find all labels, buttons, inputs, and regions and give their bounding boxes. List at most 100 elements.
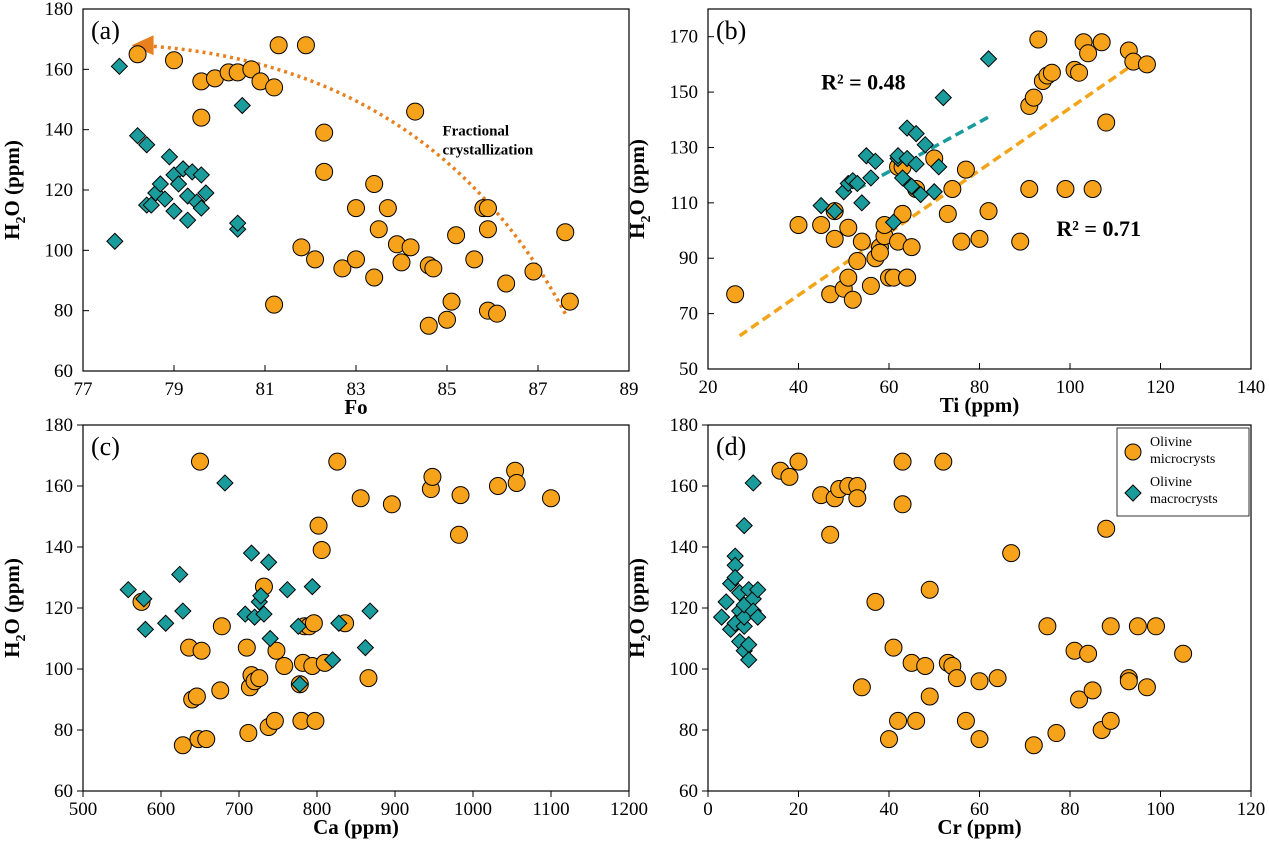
panel-label: (a) bbox=[91, 16, 120, 45]
macrocryst-series bbox=[812, 50, 998, 231]
microcryst-point bbox=[1101, 711, 1120, 730]
x-tick-label: 40 bbox=[880, 799, 899, 820]
microcryst-point bbox=[920, 580, 939, 599]
microcryst-point bbox=[191, 452, 209, 471]
macrocryst-point bbox=[169, 175, 188, 193]
annotation-line: Fractional bbox=[442, 124, 509, 140]
microcryst-point bbox=[821, 525, 840, 544]
annotation-label: Fractional crystallization bbox=[442, 124, 533, 159]
microcryst-point bbox=[296, 36, 315, 55]
microcryst-point bbox=[306, 711, 325, 730]
macrocryst-point bbox=[744, 474, 762, 492]
y-tick-label: 100 bbox=[670, 659, 699, 680]
microcryst-point bbox=[1174, 644, 1193, 663]
microcryst-point bbox=[825, 229, 844, 248]
microcryst-point bbox=[988, 669, 1007, 688]
x-axis-title: Ca (ppm) bbox=[313, 815, 399, 839]
microcryst-point bbox=[947, 669, 966, 688]
microcryst-point bbox=[250, 669, 269, 688]
x-tick-label: 80 bbox=[970, 377, 989, 398]
macrocryst-point bbox=[119, 580, 137, 599]
macrocryst-point bbox=[136, 620, 155, 639]
microcryst-point bbox=[839, 218, 858, 237]
microcryst-point bbox=[934, 452, 953, 471]
y-tick-label: 160 bbox=[45, 59, 74, 80]
legend-line: Olivine bbox=[1150, 475, 1192, 490]
x-tick-label: 80 bbox=[1061, 799, 1080, 820]
arrow-head bbox=[131, 35, 154, 56]
macrocryst-point bbox=[174, 602, 192, 620]
panel-c: 500 600 700 800 900 1000 1100 1200 60 80 100 120 140… bbox=[0, 415, 648, 839]
macrocryst-point bbox=[330, 614, 348, 632]
macrocryst-point bbox=[197, 184, 215, 202]
microcryst-point bbox=[507, 473, 526, 492]
microcryst-point bbox=[1137, 678, 1156, 697]
microcryst-point bbox=[848, 252, 867, 270]
y-tick-label: 120 bbox=[45, 598, 74, 619]
macrocryst-point bbox=[893, 169, 912, 187]
macrocryst-point bbox=[156, 190, 174, 208]
microcryst-point bbox=[970, 672, 989, 691]
microcryst-point bbox=[212, 617, 231, 636]
microcryst-point bbox=[192, 108, 211, 127]
microcryst-point bbox=[880, 730, 898, 749]
microcryst-point bbox=[265, 295, 284, 314]
macrocryst-point bbox=[291, 675, 309, 693]
microcryst-point bbox=[488, 477, 507, 495]
microcryst-point bbox=[1079, 644, 1098, 663]
microcryst-point bbox=[1070, 690, 1089, 709]
microcryst-point bbox=[893, 495, 912, 514]
microcryst-point bbox=[920, 687, 939, 706]
microcryst-point bbox=[465, 250, 484, 269]
microcryst-series bbox=[771, 452, 1193, 755]
macrocryst-point bbox=[712, 608, 731, 626]
microcryst-point bbox=[173, 736, 192, 755]
y-axis-title: H2O (ppm) bbox=[625, 558, 654, 658]
macrocryst-series bbox=[119, 474, 379, 693]
macrocryst-point bbox=[252, 587, 270, 605]
y-tick-label: 80 bbox=[54, 301, 73, 322]
y-tick-label: 160 bbox=[45, 476, 74, 497]
microcryst-point bbox=[382, 495, 401, 514]
macrocryst-point bbox=[825, 202, 844, 220]
macrocryst-series bbox=[106, 57, 251, 250]
panel-b: 20 40 60 80 100 120 140 50 70 90 110 130 150 170 (b) Ti… bbox=[625, 8, 1265, 417]
macrocryst-point bbox=[812, 196, 830, 215]
y-axis-title-sub: 2 bbox=[639, 635, 654, 642]
microcryst-point bbox=[1097, 519, 1116, 538]
macrocryst-point bbox=[848, 174, 867, 193]
microcryst-point bbox=[560, 292, 579, 311]
microcryst-point bbox=[943, 180, 962, 198]
legend-micro-label: Olivine microcrysts bbox=[1150, 435, 1215, 467]
microcryst-point bbox=[378, 199, 397, 218]
microcryst-point bbox=[1119, 672, 1138, 691]
x-tick-label: 120 bbox=[1146, 377, 1175, 398]
y-tick-label: 80 bbox=[679, 720, 698, 741]
panel-label: (c) bbox=[91, 432, 120, 461]
macrocryst-point bbox=[192, 166, 211, 184]
microcryst-point bbox=[812, 216, 831, 234]
x-tick-label: 81 bbox=[256, 379, 275, 400]
microcryst-point bbox=[333, 259, 352, 278]
x-tick-label: 87 bbox=[529, 379, 548, 400]
x-tick-label: 60 bbox=[970, 799, 989, 820]
macrocryst-point bbox=[735, 516, 753, 535]
x-tick-label: 20 bbox=[699, 377, 718, 398]
y-tick-label: 140 bbox=[670, 537, 699, 558]
microcryst-point bbox=[328, 452, 347, 471]
macrocryst-point bbox=[866, 152, 885, 171]
microcryst-point bbox=[956, 711, 975, 730]
macrocryst-point bbox=[261, 629, 279, 648]
microcryst-point bbox=[852, 678, 871, 697]
y-axis-title-main: H bbox=[0, 224, 24, 240]
microcryst-point bbox=[1056, 180, 1075, 198]
microcryst-point bbox=[1011, 232, 1030, 251]
microcryst-point bbox=[956, 160, 975, 179]
microcryst-point bbox=[315, 123, 334, 142]
microcryst-point bbox=[861, 276, 880, 295]
panel-label: (d) bbox=[716, 432, 746, 461]
microcryst-point bbox=[979, 202, 998, 221]
macrocryst-point bbox=[361, 602, 379, 620]
microcryst-point bbox=[197, 730, 216, 749]
macrocryst-point bbox=[165, 202, 183, 220]
